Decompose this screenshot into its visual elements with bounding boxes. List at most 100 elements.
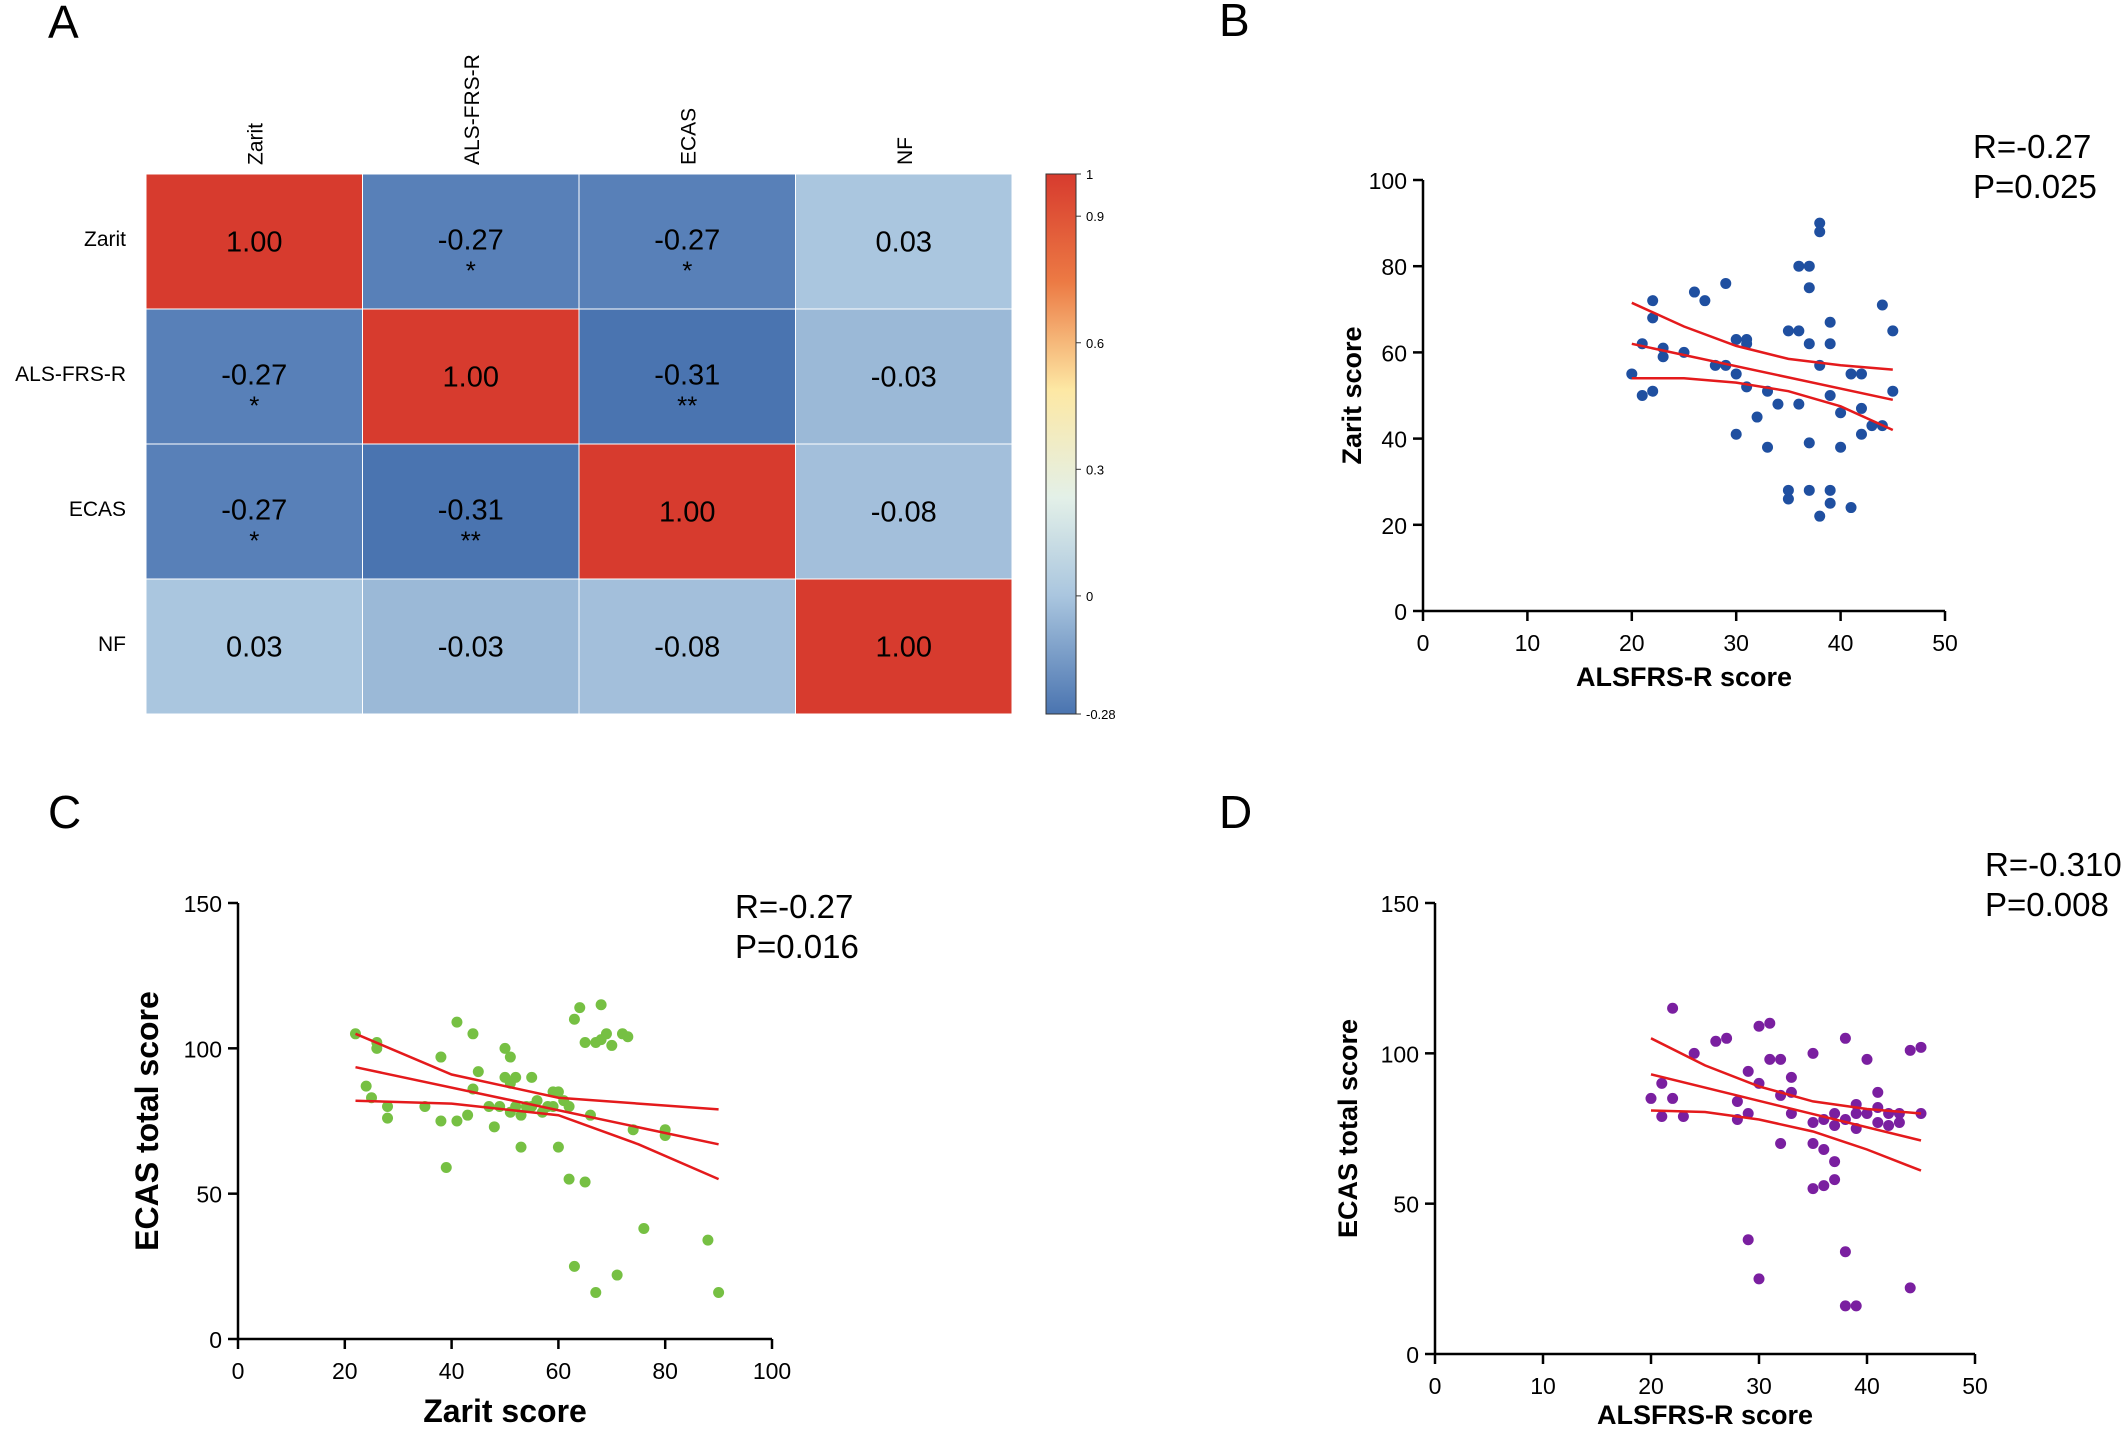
scatter-point (1803, 282, 1815, 294)
heatmap-value-label: -0.27 (221, 495, 287, 527)
scatter-point (488, 1121, 500, 1133)
scatter-point (1803, 260, 1815, 272)
scatter-point (440, 1162, 452, 1174)
scatter-point (1855, 428, 1867, 440)
x-tick-label: 80 (652, 1358, 678, 1384)
scatter-point (1814, 226, 1826, 238)
scatter-point (1742, 1234, 1754, 1246)
heatmap-cell (145, 173, 363, 310)
y-tick-label: 100 (184, 1036, 222, 1062)
scatter-point (1751, 411, 1763, 423)
y-tick-label: 150 (1381, 891, 1419, 917)
scatter-point (1647, 385, 1659, 397)
x-tick-label: 40 (1828, 630, 1854, 656)
panel-label-b: B (1219, 0, 1250, 46)
regression-line (1650, 1073, 1922, 1142)
scatter-point (1742, 1107, 1754, 1119)
x-tick-label: 30 (1746, 1373, 1772, 1399)
scatter-point (1893, 1116, 1905, 1128)
scatter-point (1904, 1044, 1916, 1056)
colorbar-tick-label: 0.6 (1086, 336, 1104, 351)
scatter-point (1887, 385, 1899, 397)
scatter-point (1845, 502, 1857, 514)
colorbar-tick-label: 0 (1086, 589, 1093, 604)
scatter-point (360, 1080, 372, 1092)
scatter-point (1764, 1017, 1776, 1029)
heatmap-value-label: 1.00 (659, 497, 715, 529)
heatmap-row-label: ALS-FRS-R (15, 363, 126, 386)
correlation-heatmap: 1.00 -0.27*-0.27*0.03-0.27*1.00 -0.31**-0.… (15, 54, 1116, 722)
scatter-point (1764, 1053, 1776, 1065)
confidence-band-upper (1631, 301, 1893, 371)
heatmap-significance-mark: * (466, 256, 476, 286)
y-tick-label: 100 (1369, 168, 1407, 194)
scatter-point (1818, 1144, 1830, 1156)
heatmap-col-label: Zarit (244, 123, 267, 165)
scatter-point (499, 1042, 511, 1054)
x-tick-label: 0 (232, 1358, 245, 1384)
heatmap-cell (578, 308, 796, 445)
x-axis-label: ALSFRS-R score (1576, 662, 1792, 692)
scatter-point (1731, 1095, 1743, 1107)
y-tick-label: 40 (1381, 427, 1407, 453)
scatter-point (579, 1037, 591, 1049)
scatter-point (1824, 390, 1836, 401)
scatter-point (1807, 1116, 1819, 1128)
scatter-point (1861, 1053, 1873, 1065)
r-value-annotation: R=-0.27 (1973, 128, 2091, 165)
x-axis-label: Zarit score (423, 1393, 587, 1429)
heatmap-significance-mark: * (682, 256, 692, 286)
scatter-point (515, 1141, 527, 1153)
scatter-point (1861, 1107, 1873, 1119)
scatter-point (451, 1016, 463, 1028)
heatmap-col-label: ALS-FRS-R (461, 54, 484, 165)
scatter-point (568, 1260, 580, 1272)
scatter-point (1829, 1119, 1841, 1131)
scatter-point (1814, 510, 1826, 522)
scatter-point (1772, 398, 1784, 410)
scatter-point (462, 1109, 474, 1121)
scatter-point (1845, 368, 1857, 380)
heatmap-value-label: 1.00 (876, 632, 932, 664)
confidence-band-lower (1650, 1109, 1922, 1172)
scatter-point (1814, 217, 1826, 229)
x-tick-label: 20 (1638, 1373, 1664, 1399)
colorbar-tick-label: 0.9 (1086, 209, 1104, 224)
heatmap-significance-mark: ** (461, 526, 481, 556)
scatter-point (382, 1112, 394, 1124)
scatter-point (1807, 1138, 1819, 1150)
scatter-point (1775, 1138, 1787, 1150)
heatmap-cell (362, 578, 580, 715)
colorbar-tick-label: -0.28 (1086, 707, 1116, 722)
scatter-point (1730, 368, 1742, 380)
x-tick-label: 50 (1962, 1373, 1988, 1399)
heatmap-row-label: NF (98, 633, 126, 656)
scatter-panel-c: 0 50 100 150 0 20 40 60 80 100 Zarit score ECAS tot… (129, 888, 859, 1429)
scatter-point (1785, 1071, 1797, 1083)
y-tick-label: 0 (1394, 599, 1407, 625)
x-tick-label: 100 (753, 1358, 791, 1384)
confidence-band-lower (1631, 377, 1894, 432)
colorbar-tick-label: 1 (1086, 167, 1093, 182)
scatter-point (1850, 1300, 1862, 1312)
scatter-point (382, 1100, 394, 1112)
scatter-point (1782, 493, 1794, 505)
panel-label-a: A (48, 0, 79, 48)
heatmap-value-label: -0.27 (438, 225, 504, 257)
scatter-point (1824, 316, 1836, 328)
scatter-point (1887, 325, 1899, 337)
y-tick-label: 0 (209, 1327, 222, 1353)
scatter-point (702, 1234, 714, 1246)
scatter-point (1803, 437, 1815, 449)
scatter-point (1742, 1065, 1754, 1077)
scatter-point (574, 1002, 586, 1014)
scatter-point (1677, 1110, 1689, 1122)
y-tick-label: 50 (1393, 1192, 1419, 1218)
scatter-point (1824, 497, 1836, 509)
scatter-point (1699, 295, 1711, 307)
x-tick-label: 40 (439, 1358, 465, 1384)
scatter-point (1710, 1035, 1722, 1047)
x-tick-label: 30 (1723, 630, 1749, 656)
heatmap-value-label: 1.00 (226, 227, 282, 259)
scatter-point (1753, 1020, 1765, 1032)
